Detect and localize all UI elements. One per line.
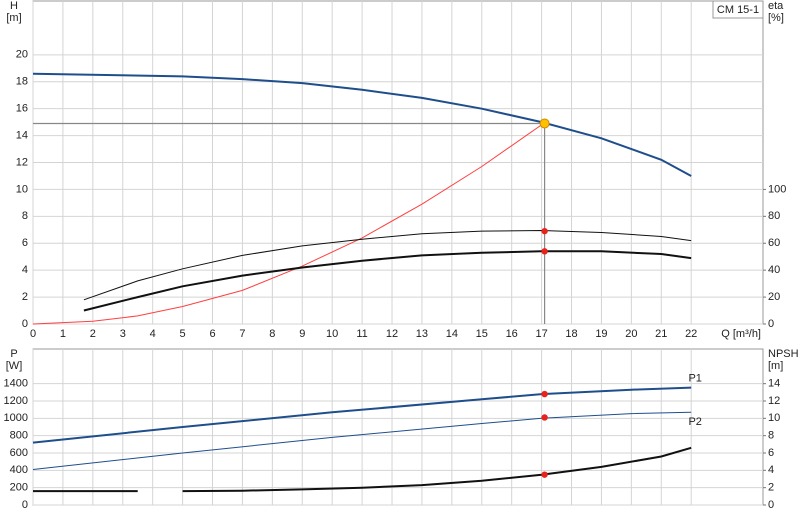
x-tick-label: 7	[239, 328, 245, 340]
x-tick-label: 10	[326, 328, 338, 340]
operating-point	[541, 390, 548, 398]
series-label: P2	[688, 416, 701, 428]
y2-tick-label: 2	[768, 482, 774, 494]
y-axis-label: P	[10, 348, 17, 360]
x-tick-label: 0	[30, 328, 36, 340]
y-axis-unit: [W]	[6, 360, 23, 372]
x-tick-label: 21	[655, 328, 667, 340]
y-tick-label: 200	[10, 482, 28, 494]
y2-tick-label: 80	[768, 210, 780, 222]
y2-tick-label: 40	[768, 264, 780, 276]
x-tick-label: 14	[446, 328, 458, 340]
annotation: CM 15-1	[717, 4, 759, 16]
y-tick-label: 20	[16, 49, 28, 61]
y-tick-label: 1200	[4, 395, 28, 407]
x-tick-label: 11	[356, 328, 367, 340]
x-tick-label: 20	[625, 328, 637, 340]
y-axis-label: H	[10, 0, 18, 12]
series-line	[32, 72, 692, 177]
x-tick-label: 8	[269, 328, 275, 340]
y-tick-label: 12	[16, 156, 28, 168]
series-line	[32, 411, 692, 470]
y2-tick-label: 14	[768, 378, 780, 390]
y-tick-label: 18	[16, 76, 28, 88]
x-tick-label: 22	[685, 328, 697, 340]
y2-tick-label: 8	[768, 430, 774, 442]
series-line	[32, 386, 692, 444]
x-tick-label: 19	[595, 328, 607, 340]
y2-axis-label: eta	[768, 0, 784, 12]
operating-point	[541, 248, 548, 255]
operating-point	[541, 471, 548, 478]
y2-tick-label: 0	[768, 318, 774, 330]
y2-tick-label: 12	[768, 395, 780, 407]
x-axis-label: Q [m³/h]	[721, 328, 761, 340]
series-line	[32, 124, 542, 325]
y-tick-label: 16	[16, 103, 28, 115]
y-tick-label: 0	[22, 499, 28, 511]
y-tick-label: 0	[22, 318, 28, 330]
plot-frame	[32, 348, 764, 506]
y2-tick-label: 6	[768, 447, 774, 459]
x-tick-label: 5	[180, 328, 186, 340]
series-line	[83, 229, 692, 301]
x-tick-label: 6	[209, 328, 215, 340]
x-tick-label: 3	[120, 328, 126, 340]
y-tick-label: 2	[22, 291, 28, 303]
y2-tick-label: 20	[768, 291, 780, 303]
x-tick-label: 15	[476, 328, 488, 340]
y-tick-label: 1000	[4, 412, 28, 424]
x-tick-label: 9	[299, 328, 305, 340]
series-line	[83, 250, 692, 312]
x-tick-label: 4	[150, 328, 156, 340]
y-tick-label: 10	[16, 183, 28, 195]
y2-axis-unit: [%]	[768, 12, 784, 24]
x-tick-label: 13	[416, 328, 428, 340]
series-label: P1	[688, 372, 701, 384]
y-tick-label: 400	[10, 464, 28, 476]
y2-axis-unit: [m]	[768, 360, 783, 372]
y-axis-unit: [m]	[6, 12, 21, 24]
operating-point	[541, 414, 548, 421]
y-tick-label: 800	[10, 430, 28, 442]
y2-tick-label: 10	[768, 412, 780, 424]
y-tick-label: 4	[22, 264, 28, 276]
y2-tick-label: 0	[768, 499, 774, 511]
y-tick-label: 14	[16, 129, 28, 141]
annotation-box	[712, 0, 764, 19]
x-tick-label: 17	[535, 328, 547, 340]
x-tick-label: 16	[506, 328, 518, 340]
y2-tick-label: 100	[768, 183, 786, 195]
y2-axis-label: NPSH	[768, 348, 799, 360]
x-tick-label: 2	[90, 328, 96, 340]
series-line	[33, 446, 692, 493]
y-tick-label: 6	[22, 237, 28, 249]
y-tick-label: 1400	[4, 378, 28, 390]
duty-point	[539, 118, 550, 129]
operating-point	[541, 227, 548, 235]
y-tick-label: 600	[10, 447, 28, 459]
x-tick-label: 18	[565, 328, 577, 340]
y-tick-label: 8	[22, 210, 28, 222]
x-tick-label: 12	[386, 328, 398, 340]
y2-tick-label: 4	[768, 464, 774, 476]
y2-tick-label: 60	[768, 237, 780, 249]
x-tick-label: 1	[60, 328, 66, 340]
